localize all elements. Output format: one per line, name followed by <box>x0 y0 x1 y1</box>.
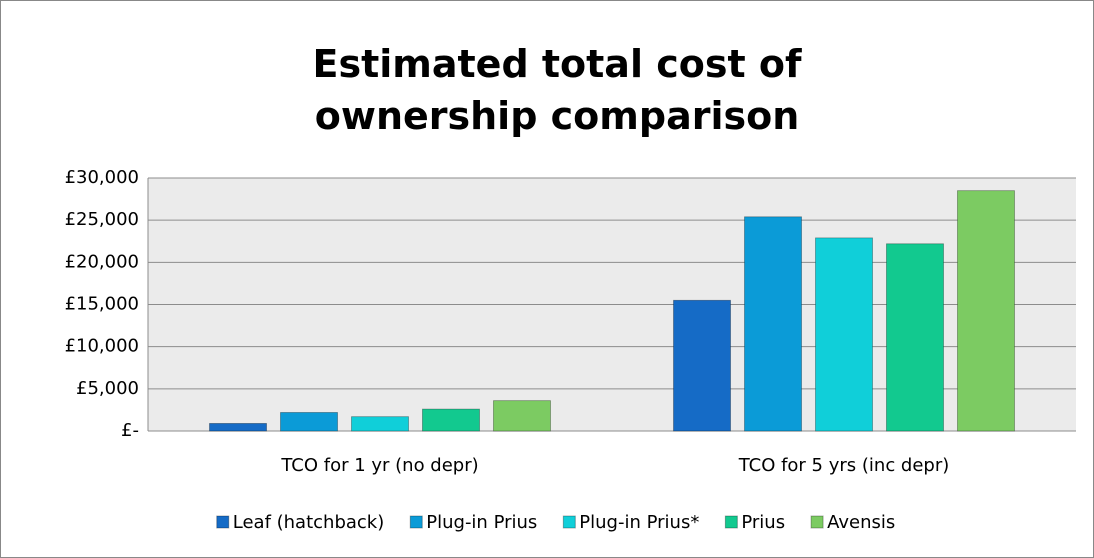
legend-swatch <box>724 515 738 529</box>
x-tick-label: TCO for 5 yrs (inc depr) <box>738 455 950 476</box>
y-tick-label: £10,000 <box>65 336 139 357</box>
legend-swatch <box>810 515 824 529</box>
y-tick-label: £25,000 <box>65 209 139 230</box>
bar <box>422 408 480 432</box>
y-tick-label: £5,000 <box>76 378 139 399</box>
bar <box>744 216 802 432</box>
x-tick-label: TCO for 1 yr (no depr) <box>280 455 478 476</box>
bar <box>280 412 338 432</box>
legend-label: Plug-in Prius* <box>579 512 699 533</box>
bar <box>351 416 409 432</box>
y-tick-label: £20,000 <box>65 251 139 272</box>
chart-title: Estimated total cost of ownership compar… <box>312 42 802 138</box>
legend-label: Avensis <box>827 512 895 533</box>
legend-swatch <box>562 515 576 529</box>
bar <box>815 237 873 432</box>
bar <box>673 299 731 432</box>
legend-label: Prius <box>741 512 785 533</box>
y-tick-label: £30,000 <box>65 167 139 188</box>
legend-swatch <box>216 515 230 529</box>
bar <box>493 400 551 432</box>
legend-label: Leaf (hatchback) <box>233 512 385 533</box>
bar <box>957 190 1015 432</box>
legend-label: Plug-in Prius <box>426 512 537 533</box>
bar <box>209 423 267 432</box>
legend-swatch <box>409 515 423 529</box>
y-tick-label: £- <box>121 420 139 441</box>
y-tick-label: £15,000 <box>65 294 139 315</box>
bar <box>886 243 944 432</box>
